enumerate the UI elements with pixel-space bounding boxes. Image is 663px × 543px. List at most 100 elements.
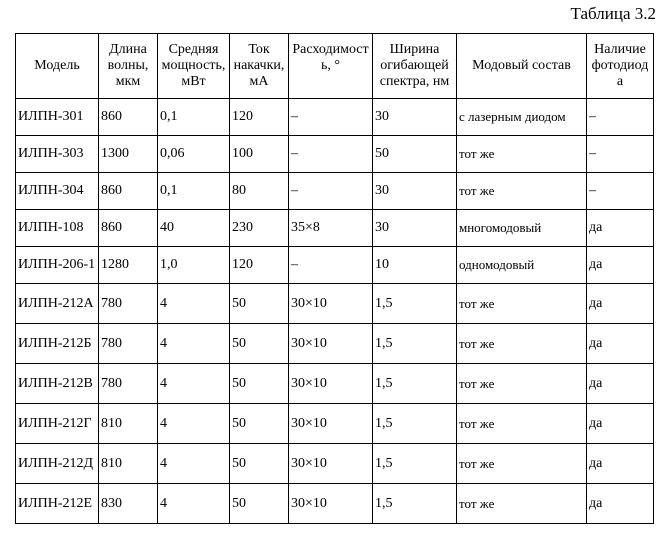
table-row: ИЛПН-212Д 810 4 50 30×10 1,5 тот же да: [15, 443, 654, 484]
cell-wavelength: 830: [98, 483, 158, 524]
cell-power: 0,06: [157, 135, 230, 173]
cell-mode: тот же: [456, 443, 587, 484]
cell-spectrum-width: 1,5: [372, 363, 457, 404]
cell-spectrum-width: 30: [372, 209, 457, 247]
cell-wavelength: 780: [98, 283, 158, 324]
header-current: Ток накачки, мА: [229, 33, 289, 99]
cell-wavelength: 1280: [98, 246, 158, 284]
header-model: Модель: [15, 33, 99, 99]
cell-model: ИЛПН-212Д: [15, 443, 99, 484]
table-caption: Таблица 3.2: [570, 4, 656, 23]
cell-wavelength: 780: [98, 363, 158, 404]
cell-power: 0,1: [157, 98, 230, 136]
cell-current: 50: [229, 283, 289, 324]
cell-mode: тот же: [456, 172, 587, 210]
header-wavelength: Длина волны, мкм: [98, 33, 158, 99]
cell-divergence: –: [288, 98, 373, 136]
header-photodiode: Наличие фотодиода: [586, 33, 654, 99]
laser-diode-table: Модель Длина волны, мкм Средняя мощность…: [15, 33, 654, 524]
cell-mode: тот же: [456, 323, 587, 364]
table-row: ИЛПН-301 860 0,1 120 – 30 с лазерным дио…: [15, 98, 654, 136]
cell-photodiode: да: [586, 209, 654, 247]
cell-current: 50: [229, 363, 289, 404]
table-row: ИЛПН-212Б 780 4 50 30×10 1,5 тот же да: [15, 323, 654, 364]
cell-spectrum-width: 1,5: [372, 483, 457, 524]
table-row: ИЛПН-212Е 830 4 50 30×10 1,5 тот же да: [15, 483, 654, 524]
cell-spectrum-width: 30: [372, 172, 457, 210]
cell-wavelength: 860: [98, 209, 158, 247]
cell-power: 4: [157, 283, 230, 324]
cell-spectrum-width: 30: [372, 98, 457, 136]
cell-photodiode: да: [586, 323, 654, 364]
cell-photodiode: да: [586, 363, 654, 404]
table-row: ИЛПН-304 860 0,1 80 – 30 тот же –: [15, 172, 654, 210]
cell-power: 4: [157, 363, 230, 404]
cell-spectrum-width: 10: [372, 246, 457, 284]
header-spectrum-width: Ширина огибающей спектра, нм: [372, 33, 457, 99]
cell-mode: тот же: [456, 283, 587, 324]
table-header-row: Модель Длина волны, мкм Средняя мощность…: [15, 33, 654, 99]
cell-spectrum-width: 1,5: [372, 443, 457, 484]
cell-power: 4: [157, 403, 230, 444]
cell-wavelength: 810: [98, 443, 158, 484]
cell-model: ИЛПН-303: [15, 135, 99, 173]
cell-model: ИЛПН-212В: [15, 363, 99, 404]
cell-photodiode: –: [586, 135, 654, 173]
cell-model: ИЛПН-301: [15, 98, 99, 136]
cell-spectrum-width: 1,5: [372, 403, 457, 444]
cell-photodiode: да: [586, 283, 654, 324]
cell-power: 0,1: [157, 172, 230, 210]
cell-model: ИЛПН-212Г: [15, 403, 99, 444]
cell-current: 50: [229, 403, 289, 444]
cell-divergence: 30×10: [288, 443, 373, 484]
cell-power: 40: [157, 209, 230, 247]
header-divergence: Расходимость, °: [288, 33, 373, 99]
cell-mode: тот же: [456, 483, 587, 524]
cell-mode: многомодовый: [456, 209, 587, 247]
cell-mode: с лазерным диодом: [456, 98, 587, 136]
header-mode: Модовый состав: [456, 33, 587, 99]
cell-photodiode: да: [586, 246, 654, 284]
cell-divergence: –: [288, 135, 373, 173]
cell-divergence: 30×10: [288, 363, 373, 404]
table-row: ИЛПН-212Г 810 4 50 30×10 1,5 тот же да: [15, 403, 654, 444]
cell-photodiode: да: [586, 483, 654, 524]
cell-model: ИЛПН-304: [15, 172, 99, 210]
cell-current: 50: [229, 323, 289, 364]
cell-model: ИЛПН-212Б: [15, 323, 99, 364]
cell-mode: тот же: [456, 135, 587, 173]
cell-current: 120: [229, 98, 289, 136]
cell-model: ИЛПН-212Е: [15, 483, 99, 524]
cell-model: ИЛПН-212А: [15, 283, 99, 324]
cell-current: 100: [229, 135, 289, 173]
cell-power: 4: [157, 483, 230, 524]
cell-mode: тот же: [456, 403, 587, 444]
cell-photodiode: –: [586, 172, 654, 210]
cell-model: ИЛПН-206-1: [15, 246, 99, 284]
cell-wavelength: 860: [98, 98, 158, 136]
cell-current: 120: [229, 246, 289, 284]
cell-power: 4: [157, 443, 230, 484]
cell-photodiode: –: [586, 98, 654, 136]
cell-divergence: –: [288, 246, 373, 284]
cell-mode: тот же: [456, 363, 587, 404]
cell-spectrum-width: 1,5: [372, 323, 457, 364]
cell-spectrum-width: 1,5: [372, 283, 457, 324]
cell-photodiode: да: [586, 403, 654, 444]
cell-divergence: –: [288, 172, 373, 210]
cell-mode: одномодовый: [456, 246, 587, 284]
table-row: ИЛПН-303 1300 0,06 100 – 50 тот же –: [15, 135, 654, 173]
cell-power: 1,0: [157, 246, 230, 284]
cell-wavelength: 860: [98, 172, 158, 210]
table-row: ИЛПН-206-1 1280 1,0 120 – 10 одномодовый…: [15, 246, 654, 284]
cell-divergence: 30×10: [288, 483, 373, 524]
cell-current: 50: [229, 483, 289, 524]
cell-model: ИЛПН-108: [15, 209, 99, 247]
cell-divergence: 30×10: [288, 403, 373, 444]
table-row: ИЛПН-108 860 40 230 35×8 30 многомодовый…: [15, 209, 654, 247]
cell-current: 80: [229, 172, 289, 210]
cell-divergence: 35×8: [288, 209, 373, 247]
cell-current: 50: [229, 443, 289, 484]
cell-wavelength: 810: [98, 403, 158, 444]
cell-divergence: 30×10: [288, 283, 373, 324]
